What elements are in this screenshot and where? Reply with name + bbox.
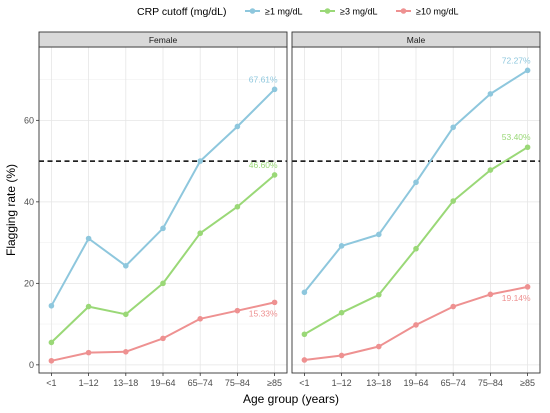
legend-swatch-point — [324, 8, 331, 14]
end-value-label: 72.27% — [502, 55, 531, 65]
facet-label: Female — [149, 35, 178, 45]
data-point — [376, 343, 382, 350]
end-value-label: 15.33% — [249, 308, 278, 318]
data-point — [487, 167, 494, 173]
y-axis-title: Flagging rate (%) — [4, 164, 18, 256]
panels: 67.61% 46.60% 15.33% Female <1 1–12 13–18 19–64… — [24, 31, 541, 388]
legend-label: ≥1 mg/dL — [265, 7, 302, 17]
data-point — [271, 299, 278, 306]
data-point — [197, 158, 203, 164]
x-tick-label: ≥85 — [520, 378, 535, 388]
data-point — [123, 311, 129, 318]
legend-swatch-point — [249, 8, 256, 14]
data-point — [376, 291, 382, 298]
data-point — [301, 331, 308, 338]
data-point — [85, 235, 92, 242]
y-tick-label: 20 — [24, 278, 34, 288]
data-point — [301, 289, 308, 296]
legend-title: CRP cutoff (mg/dL) — [137, 6, 226, 18]
x-tick-label: <1 — [299, 378, 309, 388]
facet-label: Male — [407, 35, 426, 45]
data-point — [85, 303, 92, 310]
data-point — [338, 309, 345, 316]
x-tick-label: 1–12 — [79, 378, 99, 388]
data-point — [524, 144, 531, 151]
legend-label: ≥10 mg/dL — [416, 7, 458, 17]
x-tick-label: 1–12 — [332, 378, 352, 388]
legend-label: ≥3 mg/dL — [340, 7, 377, 17]
y-tick-label: 0 — [29, 360, 34, 370]
data-point — [48, 357, 55, 364]
end-value-label: 53.40% — [502, 132, 531, 142]
data-point — [413, 322, 419, 328]
data-point — [450, 303, 457, 310]
data-point — [160, 280, 166, 287]
panel-male: 72.27% 53.40% 19.14% Male <1 1–12 13–18 19–64 65… — [291, 31, 541, 388]
data-point — [524, 67, 531, 74]
x-tick-label: 13–18 — [113, 378, 138, 388]
y-tick-label: 60 — [24, 115, 34, 125]
legend-swatch-point — [400, 8, 407, 14]
data-point — [160, 225, 166, 232]
data-point — [48, 302, 55, 309]
x-tick-label: 75–84 — [225, 378, 250, 388]
legend: CRP cutoff (mg/dL) ≥1 mg/dL ≥3 mg/dL ≥10 m… — [137, 6, 458, 18]
data-point — [524, 284, 531, 290]
x-axis-title: Age group (years) — [243, 392, 339, 406]
data-point — [271, 172, 278, 178]
data-point — [338, 352, 345, 359]
data-point — [234, 203, 241, 210]
data-point — [301, 357, 308, 363]
data-point — [160, 335, 166, 342]
data-point — [271, 86, 278, 93]
x-tick-label: 65–74 — [188, 378, 213, 388]
x-tick-label: 13–18 — [366, 378, 391, 388]
data-point — [197, 316, 203, 322]
data-point — [234, 307, 241, 314]
x-tick-label: 19–64 — [403, 378, 428, 388]
data-point — [123, 263, 129, 269]
panel-female: 67.61% 46.60% 15.33% Female <1 1–12 13–18 19–64… — [24, 31, 288, 388]
data-point — [85, 349, 92, 356]
data-point — [413, 179, 419, 186]
x-tick-label: <1 — [46, 378, 56, 388]
x-tick-label: ≥85 — [267, 378, 282, 388]
x-tick-label: 75–84 — [478, 378, 503, 388]
end-value-label: 19.14% — [502, 293, 531, 303]
facet-strip — [38, 31, 288, 48]
y-tick-label: 40 — [24, 197, 34, 207]
data-point — [487, 91, 494, 97]
data-point — [123, 349, 129, 355]
data-point — [338, 243, 345, 249]
x-tick-label: 19–64 — [150, 378, 175, 388]
data-point — [450, 198, 457, 204]
data-point — [234, 123, 241, 130]
data-point — [197, 230, 203, 237]
data-point — [48, 339, 55, 346]
data-point — [487, 291, 494, 298]
data-point — [376, 231, 382, 238]
facet-strip — [291, 31, 541, 48]
data-point — [450, 124, 457, 131]
end-value-label: 67.61% — [249, 74, 278, 84]
data-point — [413, 245, 419, 252]
end-value-label: 46.60% — [249, 160, 278, 170]
x-tick-label: 65–74 — [441, 378, 466, 388]
